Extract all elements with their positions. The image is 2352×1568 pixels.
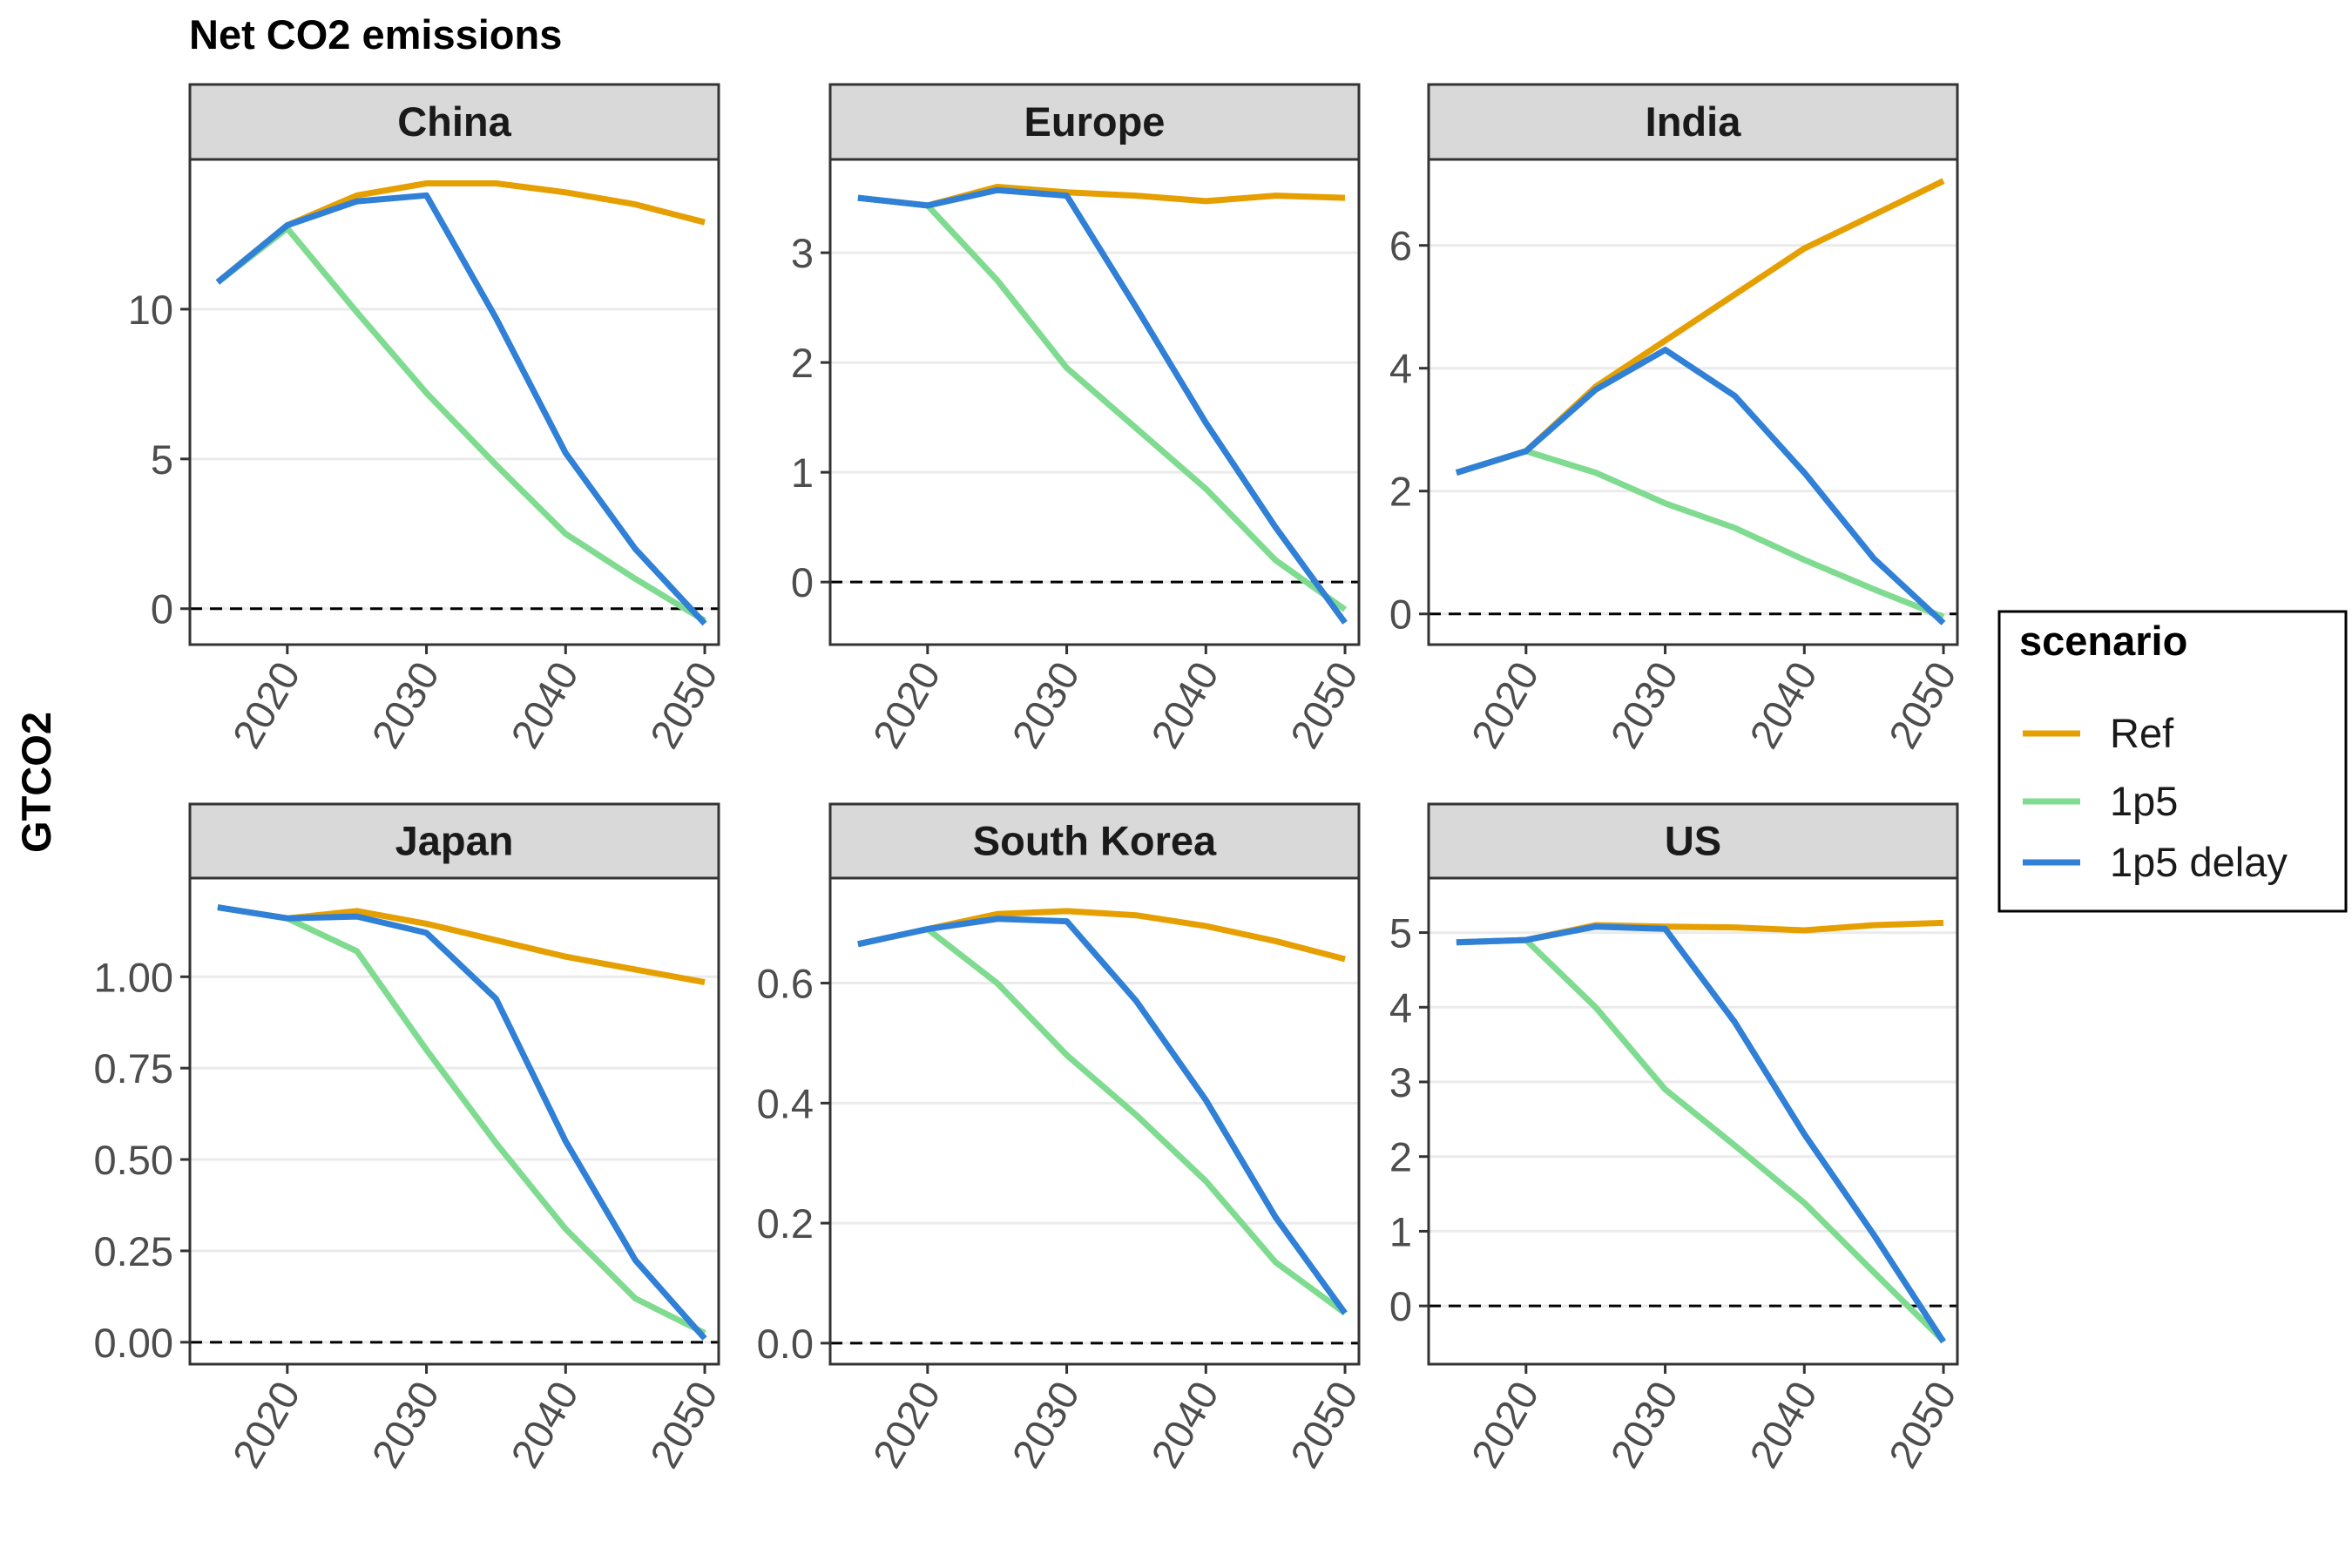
panel-border (188, 876, 720, 1366)
y-tick-label: 0.0 (757, 1321, 814, 1367)
y-tick-label: 0.00 (94, 1320, 173, 1366)
legend-title: scenario (2019, 618, 2187, 664)
x-tick-label: 2050 (1880, 654, 1965, 756)
y-tick-label: 0 (151, 586, 173, 632)
y-tick-label: 10 (128, 287, 173, 333)
legend-label-ref: Ref (2110, 710, 2174, 756)
x-tick-label: 2050 (1880, 1374, 1965, 1476)
x-tick-label: 2050 (641, 1374, 727, 1476)
panel-border (1427, 158, 1959, 646)
y-tick-label: 5 (1389, 910, 1412, 956)
x-tick-label: 2040 (1740, 654, 1826, 756)
panel-title: Europe (1024, 98, 1166, 145)
series-line-ref (1455, 178, 1945, 476)
y-tick-label: 0.2 (757, 1200, 814, 1247)
panel-china: China 0 5 10 2020 2030 2040 2050 (128, 83, 727, 756)
panel-title: China (397, 98, 511, 145)
series-line-1p5 (217, 904, 706, 1336)
series-line-1p5 (1455, 448, 1945, 620)
x-tick-label: 2040 (1740, 1374, 1826, 1476)
y-tick-label: 2 (791, 340, 814, 386)
series-line-1p5 (1456, 936, 1946, 1343)
x-tick-label: 2030 (362, 1374, 448, 1476)
series-line-1p5-delay (217, 904, 707, 1341)
chart-title: Net CO2 emissions (189, 11, 562, 57)
y-tick-label: 6 (1389, 223, 1412, 269)
x-tick-label: 2040 (502, 654, 587, 756)
panel-border (1427, 876, 1959, 1366)
panel-title: India (1646, 98, 1742, 145)
y-tick-label: 1 (1389, 1208, 1412, 1254)
x-tick-label: 2030 (362, 654, 448, 756)
x-tick-label: 2030 (1003, 1374, 1088, 1476)
x-tick-label: 2050 (641, 654, 727, 756)
y-tick-label: 1.00 (94, 954, 173, 1000)
y-tick-label: 4 (1389, 984, 1412, 1031)
panel-europe: Europe 0 1 2 3 2020 2030 2040 2050 (791, 83, 1367, 756)
x-tick-label: 2020 (223, 1374, 308, 1476)
x-tick-label: 2040 (502, 1374, 587, 1476)
panel-border (188, 158, 720, 646)
series-line-1p5-delay (1455, 347, 1946, 625)
y-tick-label: 0.6 (757, 961, 814, 1007)
series-line-1p5-delay (215, 192, 707, 626)
panel-south-korea: South Korea 0.0 0.2 0.4 0.6 2020 2030 2040 2050 (757, 802, 1367, 1476)
legend: scenario Ref 1p5 1p5 delay (1997, 610, 2348, 913)
y-tick-label: 4 (1389, 346, 1412, 392)
x-tick-label: 2020 (1462, 654, 1547, 756)
y-tick-label: 5 (151, 436, 173, 483)
panel-us: US 0 1 2 3 4 5 2020 2030 2040 2050 (1389, 802, 1965, 1476)
x-tick-label: 2020 (223, 654, 308, 756)
panel-strip (1427, 83, 1959, 161)
x-tick-label: 2020 (863, 654, 949, 756)
series-line-1p5-delay (857, 186, 1348, 625)
y-tick-label: 0.75 (94, 1045, 173, 1092)
x-tick-label: 2050 (1281, 654, 1367, 756)
series-line-1p5-delay (857, 916, 1348, 1315)
x-tick-label: 2050 (1281, 1374, 1367, 1476)
series-line-1p5-delay (1456, 923, 1946, 1344)
series-line-1p5 (215, 225, 706, 624)
x-tick-label: 2030 (1003, 654, 1088, 756)
panel-india: India 0 2 4 6 2020 2030 2040 2050 (1389, 83, 1965, 756)
x-tick-label: 2040 (1142, 654, 1227, 756)
x-tick-label: 2040 (1142, 1374, 1227, 1476)
series-line-1p5 (857, 194, 1348, 612)
panel-title: South Korea (973, 818, 1217, 864)
panel-japan: Japan 0.00 0.25 0.50 0.75 1.00 2020 2030 2040 205… (94, 802, 727, 1476)
y-tick-label: 0.50 (94, 1137, 173, 1183)
x-tick-label: 2030 (1601, 654, 1686, 756)
legend-label-1p5: 1p5 (2110, 778, 2178, 824)
y-tick-label: 2 (1389, 1134, 1412, 1180)
y-tick-label: 0 (1389, 1283, 1412, 1329)
x-tick-label: 2030 (1601, 1374, 1686, 1476)
y-axis-label: GTCO2 (13, 712, 59, 853)
panel-title: Japan (395, 818, 514, 864)
y-tick-label: 3 (1389, 1059, 1412, 1105)
panel-strip (1427, 802, 1959, 880)
series-line-1p5 (857, 926, 1348, 1316)
panel-strip (828, 802, 1361, 880)
y-tick-label: 3 (791, 230, 814, 276)
y-tick-label: 1 (791, 449, 814, 496)
x-tick-label: 2020 (863, 1374, 949, 1476)
y-tick-label: 0.4 (757, 1080, 814, 1126)
x-tick-label: 2020 (1462, 1374, 1547, 1476)
panel-strip (188, 83, 720, 161)
y-tick-label: 0 (791, 559, 814, 605)
y-tick-label: 0.25 (94, 1228, 173, 1274)
y-tick-label: 2 (1389, 469, 1412, 515)
panel-border (828, 158, 1361, 646)
legend-label-1p5-delay: 1p5 delay (2110, 839, 2288, 885)
panel-title: US (1665, 818, 1721, 864)
y-tick-label: 0 (1389, 591, 1412, 638)
panel-border (828, 876, 1361, 1366)
